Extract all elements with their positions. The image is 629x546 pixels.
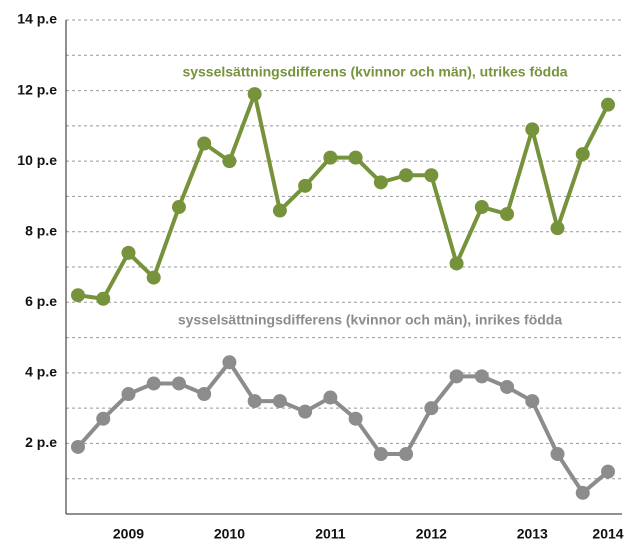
data-point: [323, 390, 338, 405]
data-point: [575, 485, 590, 500]
data-point: [525, 394, 540, 409]
data-point: [601, 464, 615, 479]
y-tick-label: 2 p.e: [25, 434, 57, 450]
data-point: [247, 87, 262, 102]
y-tick-label: 6 p.e: [25, 293, 57, 309]
y-tick-label: 4 p.e: [25, 364, 57, 380]
data-point: [272, 394, 287, 409]
x-tick-label: 2012: [416, 526, 447, 542]
data-point: [601, 97, 615, 112]
data-point: [575, 147, 590, 162]
x-tick-label: 2014: [592, 526, 623, 542]
data-point: [449, 369, 464, 384]
x-tick-label: 2009: [113, 526, 144, 542]
data-point: [197, 387, 212, 402]
data-point: [298, 404, 313, 419]
data-point: [500, 379, 515, 394]
x-tick-label: 2010: [214, 526, 245, 542]
data-point: [71, 439, 85, 454]
data-point: [500, 207, 515, 222]
data-point: [550, 221, 565, 236]
data-point: [424, 168, 439, 183]
series-label: sysselsättningsdifferens (kvinnor och mä…: [182, 64, 567, 80]
data-point: [222, 355, 237, 370]
x-tick-label: 2013: [517, 526, 548, 542]
data-point: [247, 394, 262, 409]
data-point: [449, 256, 464, 271]
data-point: [323, 150, 338, 165]
data-point: [121, 387, 136, 402]
data-point: [298, 178, 313, 193]
y-tick-label: 8 p.e: [25, 222, 57, 238]
series-line: [76, 360, 610, 495]
data-point: [71, 288, 85, 303]
data-point: [348, 150, 363, 165]
data-point: [399, 447, 414, 462]
data-point: [171, 376, 186, 391]
y-tick-label: 12 p.e: [17, 81, 57, 97]
data-point: [171, 200, 186, 215]
data-point: [474, 369, 489, 384]
data-point: [121, 245, 136, 260]
series-label: sysselsättningsdifferens (kvinnor och mä…: [178, 312, 563, 328]
data-point: [96, 411, 111, 426]
y-tick-label: 10 p.e: [17, 152, 57, 168]
y-tick-label: 14 p.e: [17, 11, 57, 27]
data-point: [373, 447, 388, 462]
data-point: [348, 411, 363, 426]
series-line: [77, 92, 610, 301]
x-tick-label: 2011: [315, 526, 346, 542]
data-point: [146, 376, 161, 391]
data-point: [373, 175, 388, 190]
data-point: [474, 200, 489, 215]
data-point: [525, 122, 540, 137]
data-point: [272, 203, 287, 218]
data-point: [96, 291, 111, 306]
data-point: [550, 447, 565, 462]
data-point: [222, 154, 237, 169]
data-point: [424, 401, 439, 416]
data-point: [399, 168, 414, 183]
data-point: [146, 270, 161, 285]
data-point: [197, 136, 212, 151]
